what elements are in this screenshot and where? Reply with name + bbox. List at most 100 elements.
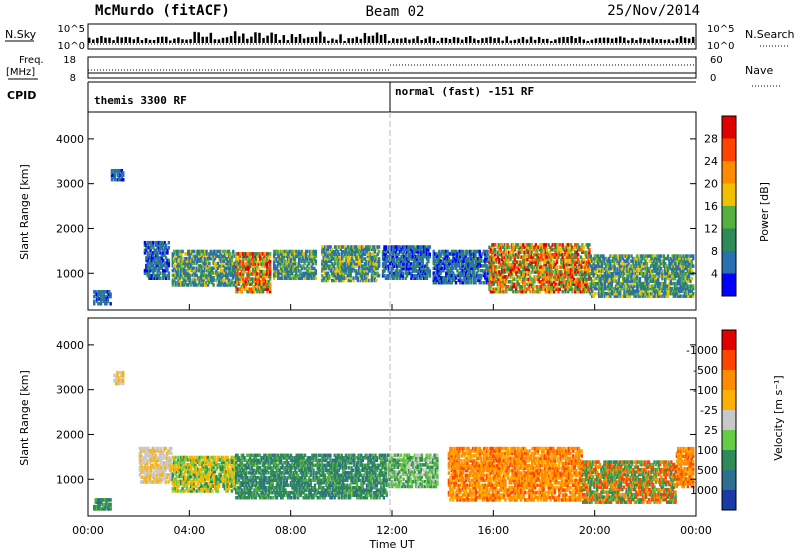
echo-cell <box>202 268 205 273</box>
echo-cell <box>105 302 108 306</box>
echo-cell <box>247 259 251 264</box>
echo-cell <box>420 274 423 278</box>
echo-cell <box>449 271 452 275</box>
echo-cell <box>489 250 493 255</box>
echo-cell <box>343 264 347 268</box>
echo-cell <box>209 268 212 273</box>
echo-cell <box>239 272 242 276</box>
nsky-bar <box>217 39 221 43</box>
echo-cell <box>288 274 291 278</box>
echo-cell <box>222 283 225 287</box>
echo-cell <box>496 250 500 255</box>
echo-cell <box>397 247 400 252</box>
echo-cell <box>533 265 536 269</box>
echo-cell <box>522 245 525 250</box>
echo-cell <box>247 257 251 261</box>
echo-cell <box>555 260 559 264</box>
echo-cell <box>359 250 362 254</box>
echo-cell <box>442 278 445 283</box>
echo-cell <box>369 245 372 249</box>
echo-cell <box>555 248 559 252</box>
echo-cell <box>286 271 290 276</box>
echo-cell <box>251 289 255 294</box>
echo-cell <box>692 264 695 268</box>
echo-cell <box>550 265 553 269</box>
echo-cell <box>456 256 459 261</box>
echo-cell <box>523 252 526 257</box>
echo-cell <box>564 275 567 279</box>
echo-cell <box>212 283 215 287</box>
echo-cell <box>435 280 438 285</box>
echo-cell <box>496 272 500 277</box>
echo-cell <box>555 245 559 250</box>
echo-cell <box>488 270 491 274</box>
echo-cell <box>417 254 420 259</box>
nsky-bar <box>655 39 658 43</box>
echo-cell <box>156 243 159 247</box>
echo-cell <box>279 254 283 259</box>
echo-cell <box>545 270 549 274</box>
echo-cell <box>335 278 338 283</box>
echo-cell <box>234 284 238 289</box>
echo-cell <box>413 262 416 266</box>
echo-cell <box>386 276 389 280</box>
echo-cell <box>531 257 535 262</box>
echo-cell <box>174 283 177 287</box>
echo-cell <box>153 273 156 278</box>
echo-cell <box>484 252 487 256</box>
echo-cell <box>163 248 166 253</box>
echo-cell <box>213 271 217 275</box>
nsky-bar <box>88 37 91 43</box>
echo-cell <box>249 289 252 294</box>
echo-cell <box>425 269 429 273</box>
echo-cell <box>146 266 149 270</box>
echo-cell <box>215 271 218 275</box>
echo-cell <box>289 252 293 256</box>
nsky-bar <box>306 37 310 43</box>
echo-cell <box>565 252 569 257</box>
echo-cell <box>538 262 542 267</box>
echo-cell <box>509 252 512 257</box>
echo-cell <box>313 254 316 259</box>
echo-cell <box>171 273 174 278</box>
echo-cell <box>432 266 435 271</box>
echo-cell <box>503 248 507 252</box>
nsky-bar <box>367 36 371 43</box>
echo-cell <box>544 245 547 250</box>
echo-cell <box>414 259 417 264</box>
echo-cell <box>345 266 348 271</box>
echo-cell <box>289 269 293 273</box>
cpid-entry-2: normal (fast) -151 RF <box>395 85 534 98</box>
echo-cell <box>250 262 253 266</box>
echo-cell <box>230 273 234 278</box>
echo-cell <box>553 252 556 257</box>
echo-cell <box>408 252 412 256</box>
echo-cell <box>175 252 179 256</box>
echo-cell <box>460 252 463 256</box>
echo-cell <box>277 249 280 254</box>
echo-cell <box>362 266 365 271</box>
echo-cell <box>225 261 228 266</box>
echo-cell <box>257 252 261 256</box>
echo-cell <box>242 267 245 271</box>
echo-cell <box>439 259 442 263</box>
echo-cell <box>240 264 244 269</box>
echo-cell <box>254 254 258 259</box>
echo-cell <box>196 259 200 263</box>
nsky-bar <box>627 40 630 43</box>
echo-cell <box>529 272 532 277</box>
echo-cell <box>180 268 183 273</box>
echo-cell <box>489 272 493 277</box>
echo-cell <box>232 261 235 266</box>
nsky-tick-top: 10^5 <box>58 24 85 35</box>
echo-cell <box>244 277 248 281</box>
echo-cell <box>201 278 204 282</box>
echo-cell <box>363 252 367 256</box>
echo-cell <box>502 289 505 294</box>
echo-cell <box>288 252 291 256</box>
echo-cell <box>181 261 184 266</box>
echo-cell <box>522 270 525 274</box>
echo-cell <box>470 276 473 280</box>
echo-cell <box>540 287 543 291</box>
echo-cell <box>180 283 183 287</box>
